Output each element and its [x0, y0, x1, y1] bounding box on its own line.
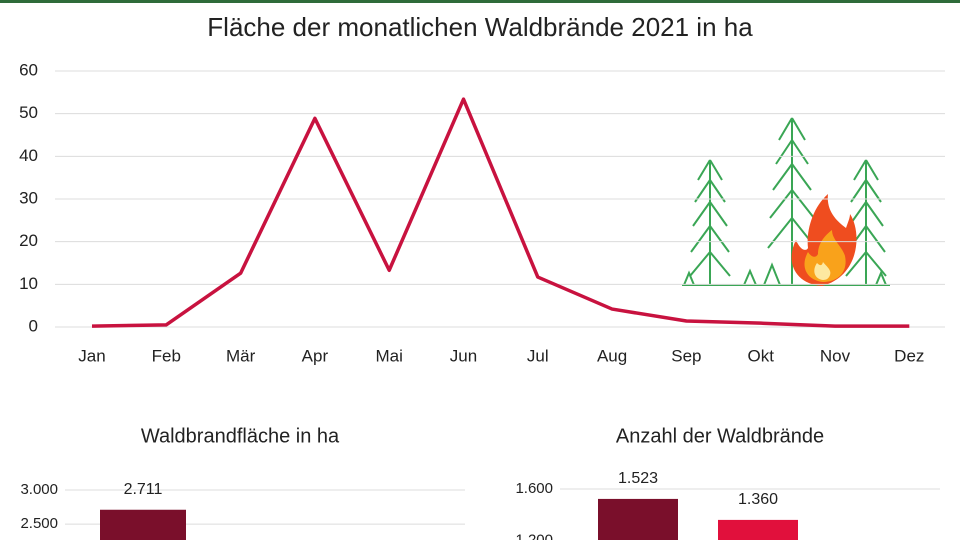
forest-icon: [682, 117, 890, 286]
x-tick-label: Sep: [671, 346, 701, 365]
x-tick-label: Mai: [375, 346, 402, 365]
fire-icon: [791, 194, 857, 286]
y-tick-label: 10: [19, 274, 38, 293]
y-tick-label: 3.000: [20, 481, 58, 498]
x-tick-label: Jan: [78, 346, 105, 365]
y-tick-label: 2.500: [20, 515, 58, 532]
x-tick-label: Nov: [820, 346, 851, 365]
y-tick-label: 0: [29, 316, 38, 335]
x-tick-label: Jun: [450, 346, 477, 365]
x-tick-label: Feb: [152, 346, 181, 365]
y-tick-label: 1.600: [515, 480, 553, 497]
bar: [100, 509, 186, 540]
chart-title: Anzahl der Waldbrände: [616, 425, 824, 447]
y-tick-label: 40: [19, 146, 38, 165]
line-series: [91, 97, 910, 328]
bar: [718, 519, 798, 540]
y-tick-label: 50: [19, 103, 38, 122]
x-tick-label: Jul: [527, 346, 549, 365]
chart-title: Fläche der monatlichen Waldbrände 2021 i…: [207, 12, 753, 42]
top-border: [0, 0, 960, 3]
y-tick-label: 1.200: [515, 531, 553, 540]
x-tick-label: Aug: [597, 346, 627, 365]
bar: [598, 498, 678, 540]
y-tick-label: 30: [19, 188, 38, 207]
value-label: 1.523: [618, 470, 658, 487]
value-label: 2.711: [124, 481, 163, 498]
x-tick-label: Mär: [226, 346, 256, 365]
y-tick-label: 60: [19, 60, 38, 79]
value-label: 1.360: [738, 491, 778, 508]
y-tick-label: 20: [19, 231, 38, 250]
chart-title: Waldbrandfläche in ha: [141, 425, 340, 447]
x-tick-label: Dez: [894, 346, 924, 365]
x-tick-label: Okt: [747, 346, 774, 365]
x-tick-label: Apr: [302, 346, 329, 365]
